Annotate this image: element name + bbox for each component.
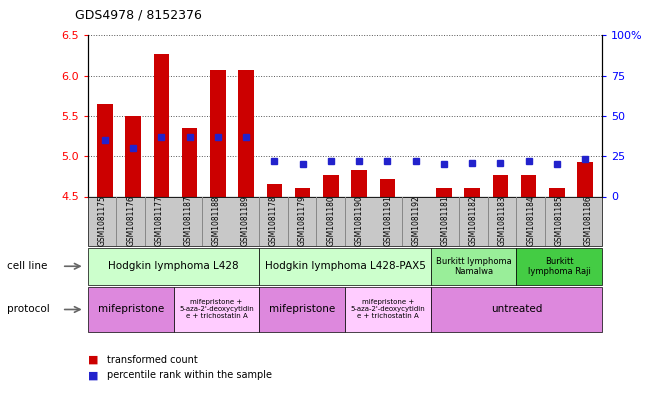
Text: GDS4978 / 8152376: GDS4978 / 8152376 <box>75 9 202 22</box>
Bar <box>436 189 452 196</box>
Text: Burkitt lymphoma
Namalwa: Burkitt lymphoma Namalwa <box>436 257 512 276</box>
Text: mifepristone: mifepristone <box>269 305 335 314</box>
Bar <box>238 70 254 196</box>
Bar <box>577 162 593 196</box>
Text: GSM1081175: GSM1081175 <box>98 196 107 246</box>
Text: GSM1081176: GSM1081176 <box>126 196 135 246</box>
Text: GSM1081184: GSM1081184 <box>526 196 535 246</box>
Bar <box>295 189 311 196</box>
Text: GSM1081182: GSM1081182 <box>469 196 478 246</box>
Text: Burkitt
lymphoma Raji: Burkitt lymphoma Raji <box>528 257 590 276</box>
Bar <box>267 184 282 196</box>
Text: GSM1081185: GSM1081185 <box>555 196 564 246</box>
Text: protocol: protocol <box>7 305 49 314</box>
Bar <box>549 189 564 196</box>
Text: GSM1081183: GSM1081183 <box>497 196 506 246</box>
Text: mifepristone +
5-aza-2'-deoxycytidin
e + trichostatin A: mifepristone + 5-aza-2'-deoxycytidin e +… <box>179 299 254 320</box>
Bar <box>154 54 169 196</box>
Text: GSM1081186: GSM1081186 <box>583 196 592 246</box>
Bar <box>182 128 197 196</box>
Text: GSM1081179: GSM1081179 <box>298 196 307 246</box>
Text: GSM1081177: GSM1081177 <box>155 196 164 246</box>
Text: cell line: cell line <box>7 261 47 271</box>
Bar <box>323 175 339 196</box>
Text: GSM1081192: GSM1081192 <box>412 196 421 246</box>
Text: GSM1081187: GSM1081187 <box>184 196 193 246</box>
Text: GSM1081190: GSM1081190 <box>355 196 364 246</box>
Text: mifepristone: mifepristone <box>98 305 164 314</box>
Bar <box>126 116 141 196</box>
Bar <box>380 179 395 196</box>
Text: untreated: untreated <box>491 305 542 314</box>
Bar <box>464 189 480 196</box>
Text: GSM1081181: GSM1081181 <box>441 196 450 246</box>
Text: GSM1081189: GSM1081189 <box>240 196 249 246</box>
Text: ■: ■ <box>88 354 98 365</box>
Text: ■: ■ <box>88 370 98 380</box>
Text: percentile rank within the sample: percentile rank within the sample <box>107 370 272 380</box>
Bar <box>210 70 226 196</box>
Bar <box>97 104 113 196</box>
Text: GSM1081188: GSM1081188 <box>212 196 221 246</box>
Text: GSM1081191: GSM1081191 <box>383 196 393 246</box>
Text: GSM1081180: GSM1081180 <box>326 196 335 246</box>
Text: mifepristone +
5-aza-2'-deoxycytidin
e + trichostatin A: mifepristone + 5-aza-2'-deoxycytidin e +… <box>350 299 425 320</box>
Bar <box>493 175 508 196</box>
Text: Hodgkin lymphoma L428: Hodgkin lymphoma L428 <box>108 261 239 271</box>
Text: GSM1081178: GSM1081178 <box>269 196 278 246</box>
Bar <box>352 170 367 196</box>
Bar <box>521 175 536 196</box>
Text: Hodgkin lymphoma L428-PAX5: Hodgkin lymphoma L428-PAX5 <box>264 261 426 271</box>
Text: transformed count: transformed count <box>107 354 198 365</box>
